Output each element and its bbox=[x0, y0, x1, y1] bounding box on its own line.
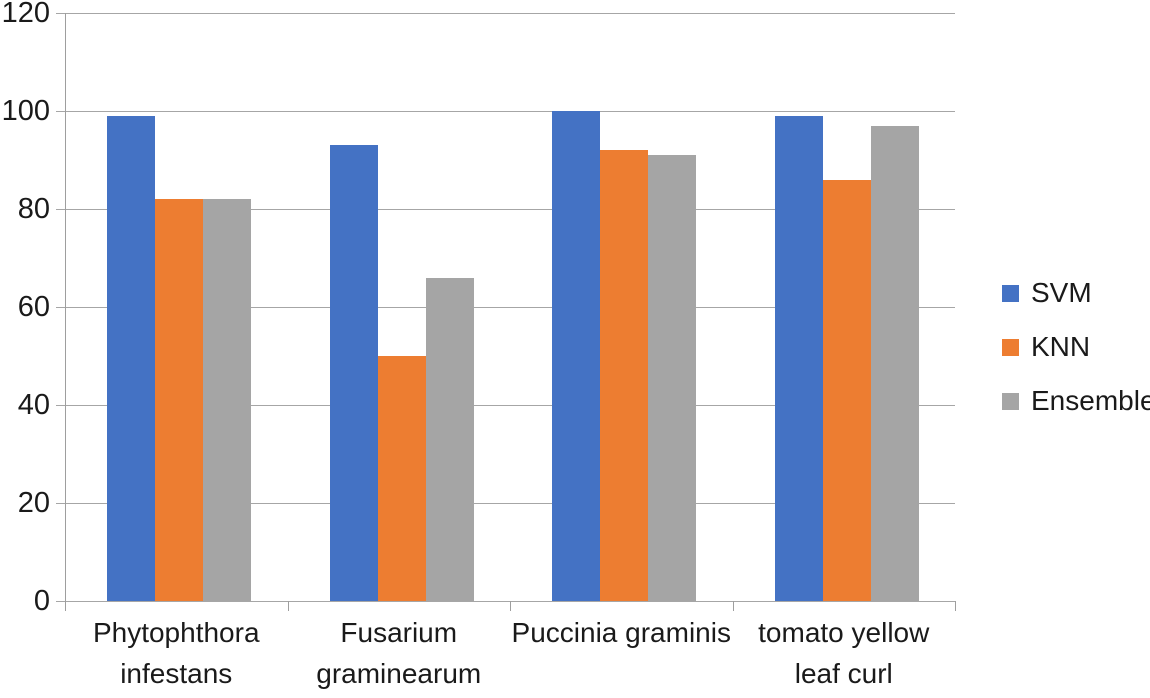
y-axis-tick-label: 80 bbox=[17, 193, 50, 225]
gridline bbox=[56, 111, 955, 112]
category-label-line: Puccinia graminis bbox=[511, 617, 731, 648]
bar-svm bbox=[552, 111, 601, 601]
legend-item-knn: KNN bbox=[1002, 320, 1150, 374]
gridline bbox=[56, 503, 955, 504]
legend-label: Ensemble bbox=[1031, 385, 1150, 416]
x-axis-tick bbox=[955, 601, 956, 611]
bar-svm bbox=[107, 115, 156, 601]
bar-ensemble bbox=[203, 199, 252, 601]
x-axis-tick bbox=[732, 601, 734, 611]
category-label: Phytophthora infestans bbox=[56, 612, 296, 694]
legend-item-ensemble: Ensemble bbox=[1002, 374, 1150, 428]
bar-svm bbox=[329, 145, 378, 601]
bar-ensemble bbox=[425, 277, 474, 601]
y-axis-tick-label: 20 bbox=[17, 487, 50, 519]
y-axis-tick-label: 40 bbox=[17, 389, 50, 421]
y-axis-line bbox=[65, 13, 66, 602]
bar-knn bbox=[822, 179, 871, 601]
gridline bbox=[56, 209, 955, 210]
category-label: Puccinia graminis bbox=[501, 612, 741, 653]
legend-swatch bbox=[1002, 284, 1019, 302]
gridline bbox=[56, 601, 955, 602]
y-axis-tick-label: 0 bbox=[33, 585, 50, 617]
legend-swatch bbox=[1002, 392, 1019, 410]
category-label-line: infestans bbox=[120, 658, 233, 689]
legend-label: KNN bbox=[1031, 331, 1091, 362]
legend-item-svm: SVM bbox=[1002, 266, 1150, 320]
category-label-line: leaf curl bbox=[794, 658, 893, 689]
gridline bbox=[56, 307, 955, 308]
gridline bbox=[56, 405, 955, 406]
bar-svm bbox=[774, 115, 823, 601]
bar-ensemble bbox=[870, 125, 919, 601]
legend-swatch bbox=[1002, 338, 1019, 356]
bar-knn bbox=[377, 356, 426, 601]
category-label: tomato yellow leaf curl bbox=[724, 612, 964, 694]
x-axis-tick bbox=[65, 601, 66, 611]
x-axis-tick bbox=[510, 601, 511, 611]
x-axis-tick bbox=[287, 601, 289, 611]
gridline bbox=[56, 13, 955, 14]
category-label-line: graminearum bbox=[316, 658, 482, 689]
y-axis-tick-label: 120 bbox=[1, 0, 50, 29]
bar-ensemble bbox=[648, 155, 697, 601]
legend-label: SVM bbox=[1031, 277, 1092, 308]
category-label-line: Fusarium bbox=[340, 617, 458, 648]
category-label-line: Phytophthora bbox=[92, 617, 260, 648]
bar-knn bbox=[155, 199, 204, 601]
category-label: Fusarium graminearum bbox=[279, 612, 519, 694]
bar-knn bbox=[600, 150, 649, 601]
y-axis-tick-label: 100 bbox=[1, 95, 50, 127]
y-axis-tick-label: 60 bbox=[17, 291, 50, 323]
category-label-line: tomato yellow bbox=[758, 617, 930, 648]
legend: SVM KNN Ensemble bbox=[1002, 266, 1150, 428]
